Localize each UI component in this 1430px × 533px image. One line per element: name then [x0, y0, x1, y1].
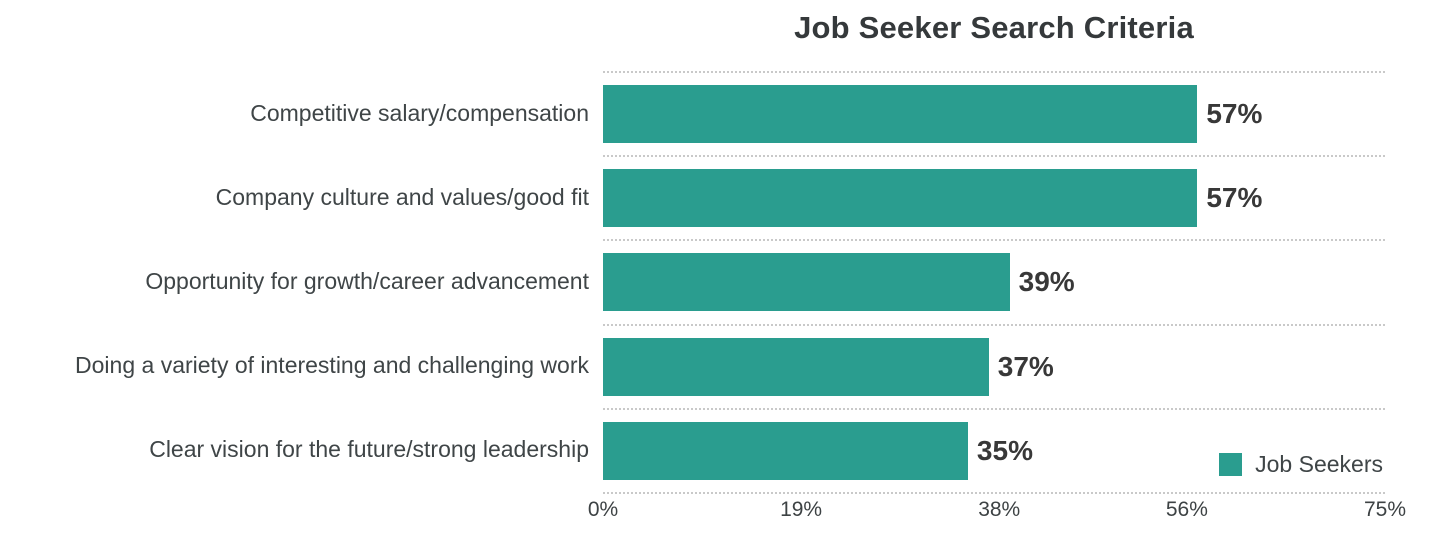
plot-area: 57% 57% 39% 37% 35% Job Seekers [603, 71, 1385, 494]
bar-row: 39% [603, 239, 1385, 323]
bar-value-label: 35% [976, 434, 1033, 466]
category-axis: Competitive salary/compensation Company … [0, 71, 589, 492]
x-axis: 0% 19% 38% 56% 75% [588, 498, 1406, 528]
x-tick-label: 56% [1165, 498, 1208, 521]
legend-swatch-icon [1219, 453, 1243, 476]
bar [603, 337, 989, 396]
bar-row: 35% [603, 407, 1385, 492]
bar [603, 253, 1010, 312]
x-tick-label: 38% [978, 498, 1021, 521]
legend: Job Seekers [1219, 451, 1383, 478]
category-label: Doing a variety of interesting and chall… [75, 352, 589, 379]
bar [603, 421, 968, 480]
bar-row: 57% [603, 155, 1385, 239]
bar-value-label: 57% [1206, 182, 1263, 214]
bar-row: 37% [603, 323, 1385, 408]
x-tick-label: 0% [587, 498, 619, 521]
x-tick-label: 19% [780, 498, 823, 521]
bar-value-label: 57% [1206, 98, 1263, 130]
bar-row: 57% [603, 71, 1385, 155]
bar [603, 169, 1198, 228]
category-label: Competitive salary/compensation [250, 99, 589, 126]
category-label: Company culture and values/good fit [215, 183, 589, 210]
bar-value-label: 37% [997, 350, 1054, 382]
bar [603, 85, 1198, 144]
chart-title: Job Seeker Search Criteria [794, 10, 1194, 45]
category-label: Clear vision for the future/strong leade… [149, 436, 589, 463]
category-label: Opportunity for growth/career advancemen… [145, 267, 589, 294]
bar-value-label: 39% [1018, 266, 1075, 298]
legend-label: Job Seekers [1255, 451, 1383, 477]
x-tick-label: 75% [1363, 498, 1407, 521]
